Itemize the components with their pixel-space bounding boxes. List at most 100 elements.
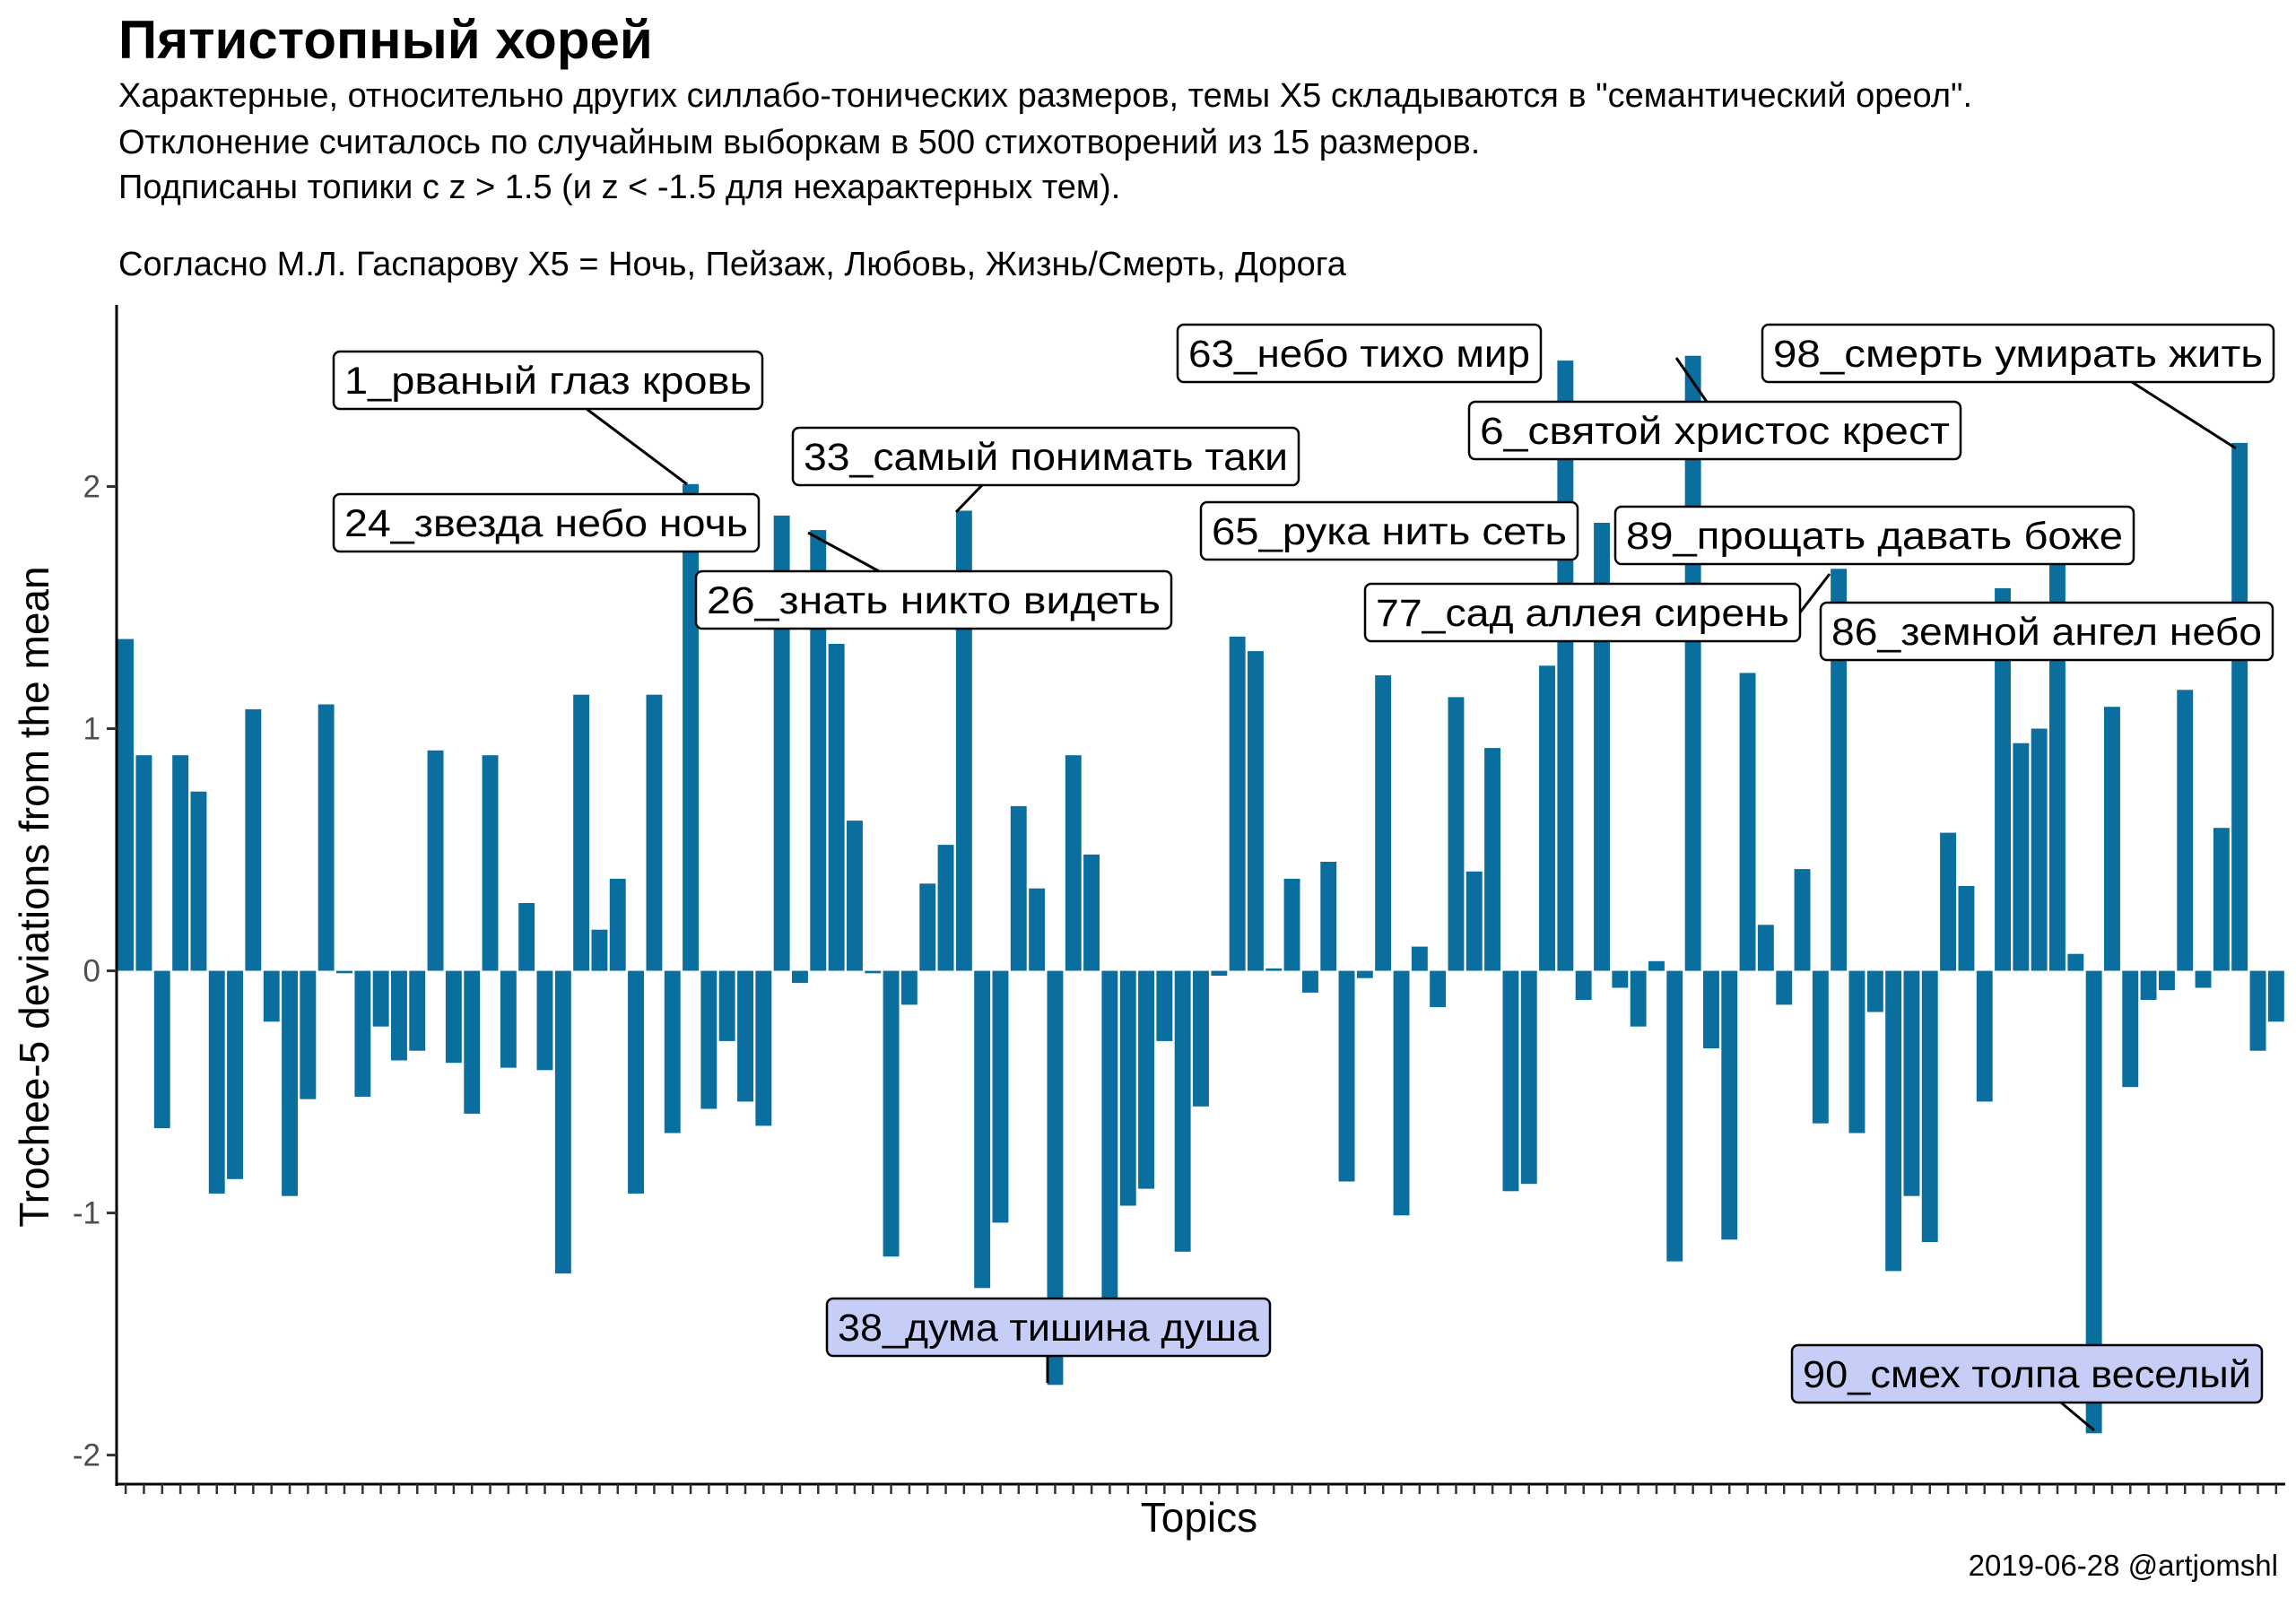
bar xyxy=(683,483,699,971)
bar xyxy=(1721,970,1738,1240)
bar xyxy=(1119,970,1136,1206)
annotation-box xyxy=(1819,601,2274,662)
annotation-box xyxy=(825,1297,1272,1358)
bar xyxy=(1265,968,1283,971)
bar xyxy=(1757,925,1774,971)
bar xyxy=(1393,970,1410,1216)
bar xyxy=(1101,970,1118,1310)
bar xyxy=(445,970,462,1064)
bar xyxy=(810,530,827,971)
annotation-box xyxy=(332,350,764,411)
bar xyxy=(117,638,135,971)
annotation-box xyxy=(1761,323,2275,384)
bar xyxy=(1903,970,1920,1196)
bar xyxy=(1283,878,1300,971)
bar xyxy=(354,970,371,1097)
bar xyxy=(1848,970,1866,1134)
bar xyxy=(1958,886,1975,971)
bar xyxy=(1229,636,1246,971)
annotation-box xyxy=(791,426,1300,487)
bar xyxy=(2249,970,2266,1051)
bar xyxy=(1648,960,1665,971)
annotation-label: 63_небо тихо мир xyxy=(1188,333,1530,376)
bar xyxy=(1010,805,1027,971)
bar xyxy=(1520,970,1537,1185)
axes-layer: -2 -1 0 1 2 xyxy=(73,305,2285,1494)
y-tick-label: 0 xyxy=(83,954,100,989)
annotation-leader xyxy=(2060,1401,2095,1432)
bar xyxy=(1193,970,1209,1107)
bar xyxy=(1612,970,1629,988)
bar xyxy=(2013,743,2030,971)
bar xyxy=(372,970,389,1027)
annotation-label: 98_смерть умирать жить xyxy=(1773,333,2263,376)
bar xyxy=(573,694,590,971)
bar xyxy=(1831,569,1848,971)
annotation-label: 1_рваный глаз кровь xyxy=(344,360,752,403)
annotation-leader xyxy=(1674,357,1709,403)
bar xyxy=(1138,970,1154,1189)
subtitle-line-4: Согласно М.Л. Гаспарову Х5 = Ночь, Пейза… xyxy=(118,246,1346,283)
bar xyxy=(1812,970,1829,1124)
bar xyxy=(646,694,663,971)
bar xyxy=(628,970,644,1194)
annotation-layer: 1_рваный глаз кровь 24_звезда небо ночь 26… xyxy=(332,323,2275,1432)
bar xyxy=(554,970,571,1274)
caption: 2019-06-28 @artjomshl xyxy=(1968,1549,2278,1582)
annotation-label: 38_дума тишина душа xyxy=(838,1307,1259,1350)
subtitle-line-2: Отклонение считалось по случайным выборк… xyxy=(118,124,1481,161)
bar xyxy=(227,970,243,1179)
bar xyxy=(1921,970,1938,1242)
bar xyxy=(208,970,225,1194)
bar xyxy=(1794,869,1811,971)
bar xyxy=(482,755,499,971)
bar xyxy=(847,821,863,971)
annotation-box xyxy=(332,492,761,553)
bar xyxy=(1976,970,1993,1102)
annotation-leader xyxy=(586,407,688,486)
bar xyxy=(700,970,718,1109)
subtitle-line-1: Характерные, относительно других силлабо… xyxy=(118,77,1973,115)
bar xyxy=(1502,970,1519,1192)
bar xyxy=(900,970,918,1005)
annotation-label: 86_земной ангел небо xyxy=(1831,611,2262,654)
annotation-box xyxy=(694,569,1173,630)
annotation-label: 77_сад аллея сирень xyxy=(1376,592,1789,635)
bar xyxy=(865,970,882,974)
bar xyxy=(1575,970,1592,1000)
bar xyxy=(2213,828,2230,971)
bar xyxy=(427,750,444,971)
bar xyxy=(1375,675,1392,971)
annotation-leader xyxy=(1798,573,1831,613)
bar xyxy=(391,970,407,1061)
bar xyxy=(153,970,170,1129)
bar xyxy=(1940,832,1956,971)
bar xyxy=(2159,970,2175,991)
bar xyxy=(1465,871,1483,971)
bar xyxy=(609,878,626,971)
bar xyxy=(1448,697,1465,971)
bar xyxy=(317,704,335,971)
annotation-label: 33_самый понимать таки xyxy=(804,436,1288,479)
bar xyxy=(282,970,298,1196)
bar xyxy=(263,970,280,1022)
bar xyxy=(1703,970,1719,1048)
bar xyxy=(2231,442,2248,971)
annotation-label: 6_святой христос крест xyxy=(1480,410,1950,453)
annotation-box xyxy=(1467,400,1962,461)
bar xyxy=(591,929,608,971)
bar xyxy=(536,970,553,1071)
annotation-leader xyxy=(954,482,985,514)
bar xyxy=(755,970,772,1126)
bar xyxy=(792,970,808,984)
subtitle-line-3: Подписаны топики с z > 1.5 (и z < -1.5 д… xyxy=(118,169,1121,206)
bar xyxy=(1174,970,1191,1252)
bar xyxy=(518,903,535,971)
bar xyxy=(2177,690,2194,971)
annotation-box xyxy=(1613,505,2135,566)
bar xyxy=(300,970,317,1099)
bar xyxy=(1047,970,1064,1385)
bar xyxy=(2031,728,2048,971)
bar xyxy=(500,970,517,1068)
